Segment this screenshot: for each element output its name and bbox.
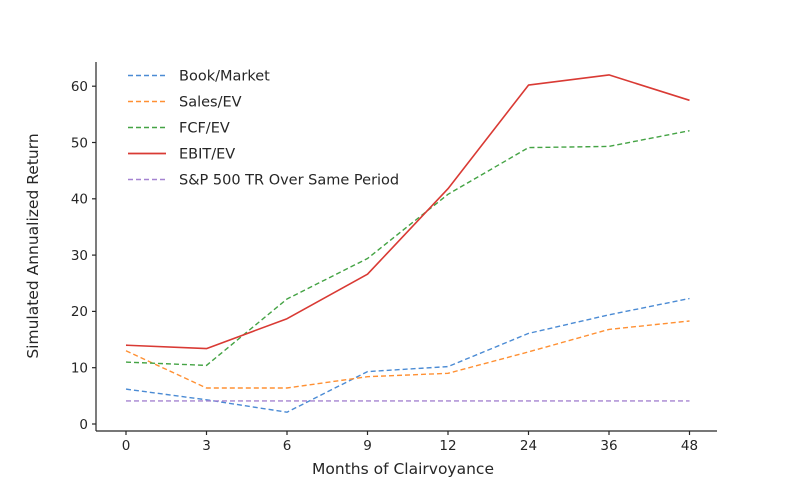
y-tick-label: 10 (71, 361, 88, 377)
legend-item-label: S&P 500 TR Over Same Period (179, 173, 399, 189)
x-tick-label: 24 (520, 438, 537, 454)
legend-item-label: Sales/EV (179, 95, 242, 111)
y-axis-label: Simulated Annualized Return (24, 133, 42, 358)
series-line-fcf (125, 130, 690, 367)
legend-item-label: Book/Market (179, 69, 270, 85)
legend-item: FCF/EV (128, 121, 230, 137)
y-tick-label: 30 (71, 248, 88, 264)
x-tick-label: 9 (363, 438, 372, 454)
x-axis-label: Months of Clairvoyance (312, 460, 494, 478)
x-tick-label: 12 (439, 438, 456, 454)
x-tick-label: 6 (283, 438, 292, 454)
y-tick-label: 60 (71, 79, 88, 95)
y-tick-label: 40 (71, 192, 88, 208)
y-tick-label: 50 (71, 135, 88, 151)
legend: Book/Market Sales/EV FCF/EV EBIT/EV S&P 500 … (128, 69, 399, 189)
legend-item-label: FCF/EV (179, 121, 230, 137)
plot-lines (125, 74, 690, 413)
legend-item: Book/Market (128, 69, 270, 85)
x-tick-label: 3 (202, 438, 211, 454)
legend-item: Sales/EV (128, 95, 242, 111)
legend-item: EBIT/EV (128, 147, 235, 163)
y-tick-label: 0 (79, 417, 88, 433)
x-tick-label: 48 (681, 438, 698, 454)
x-tick-label: 36 (600, 438, 617, 454)
x-tick-label: 0 (122, 438, 131, 454)
y-tick-label: 20 (71, 304, 88, 320)
legend-item: S&P 500 TR Over Same Period (128, 173, 399, 189)
series-line-sales (125, 320, 690, 389)
series-line-ebit (125, 74, 690, 350)
legend-item-label: EBIT/EV (179, 147, 235, 163)
series-line-book (125, 297, 690, 413)
